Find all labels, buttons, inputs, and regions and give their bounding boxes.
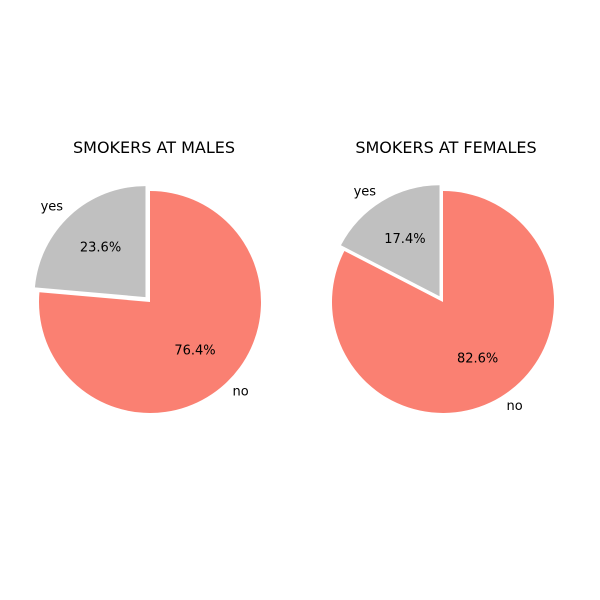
percent-label-no: 76.4% xyxy=(174,344,215,359)
pie-slice-no xyxy=(38,191,261,413)
category-label-yes: yes xyxy=(41,200,64,215)
chart-title: SMOKERS AT FEMALES xyxy=(355,138,536,157)
percent-label-no: 82.6% xyxy=(457,351,498,366)
percent-label-yes: 23.6% xyxy=(80,240,121,255)
category-label-yes: yes xyxy=(354,185,377,200)
pie-slice-yes xyxy=(340,185,440,297)
pie-slice-yes xyxy=(34,186,146,298)
pie-chart-females: SMOKERS AT FEMALES 17.4% yes 82.6% no xyxy=(332,138,554,414)
category-label-no: no xyxy=(232,385,248,400)
category-label-no: no xyxy=(506,399,522,414)
pie-chart-males: SMOKERS AT MALES 23.6% yes 76.4% no xyxy=(34,138,261,413)
chart-title: SMOKERS AT MALES xyxy=(73,138,235,157)
percent-label-yes: 17.4% xyxy=(384,232,425,247)
pie-slice-no xyxy=(332,191,554,413)
